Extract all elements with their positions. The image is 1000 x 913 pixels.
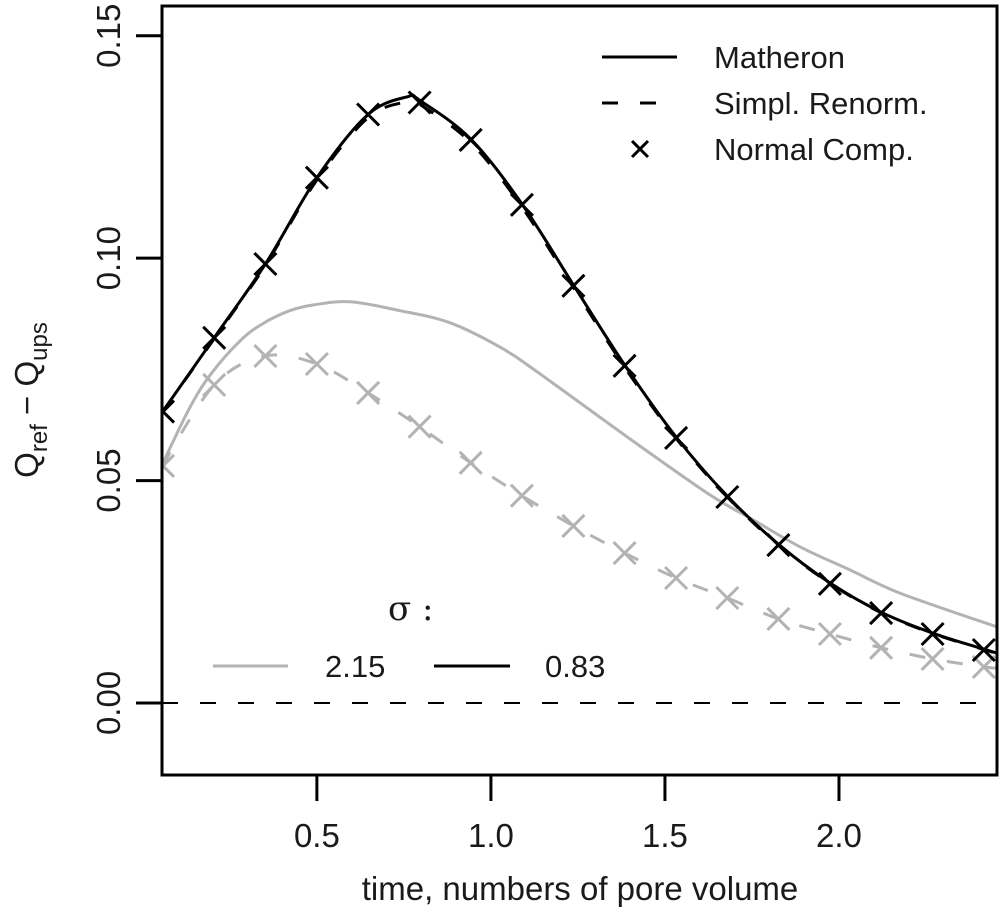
- cross-marker: [869, 635, 894, 660]
- cross-marker: [715, 484, 740, 510]
- cross-stroke: [971, 637, 996, 663]
- legend-label-simpl-renorm: Simpl. Renorm.: [714, 86, 928, 121]
- x-tick-label: 1.5: [642, 817, 688, 854]
- cross-marker: [971, 654, 996, 679]
- y-tick-label: 0.00: [90, 671, 127, 735]
- cross-marker: [202, 372, 227, 397]
- cross-stroke: [817, 571, 842, 596]
- cross-stroke: [509, 192, 534, 217]
- cross-stroke: [509, 483, 534, 508]
- cross-marker: [561, 513, 586, 538]
- legend-label-normal-comp: Normal Comp.: [714, 132, 914, 167]
- cross-stroke: [971, 654, 996, 679]
- cross-stroke: [766, 533, 791, 558]
- series-normal-comp-sigma-0-83-markers: [162, 90, 996, 663]
- cross-stroke: [253, 251, 278, 277]
- plot-frame: [160, 4, 999, 777]
- y-tick-label: 0.15: [90, 4, 127, 68]
- cross-stroke: [561, 273, 586, 298]
- cross-stroke: [869, 635, 894, 660]
- cross-stroke: [715, 585, 740, 611]
- legend-cross-marker-icon: [630, 139, 650, 159]
- y-tick-label: 0.10: [90, 226, 127, 290]
- cross-stroke: [561, 513, 586, 538]
- sigma-legend: σ : 2.15 0.83: [213, 589, 605, 684]
- series-matheron-sigma-2-15-line: [162, 300, 997, 629]
- y-title-q2: Q: [8, 361, 45, 387]
- cross-marker: [253, 343, 278, 369]
- series-clipped-group: [162, 90, 997, 679]
- method-legend: Matheron Simpl. Renorm. Normal Comp.: [602, 40, 928, 167]
- legend-label-matheron: Matheron: [714, 40, 845, 75]
- series-simpl-renorm-sigma-0-83-line: [162, 98, 997, 656]
- x-tick-label: 1.0: [468, 817, 514, 854]
- cross-stroke: [766, 606, 791, 631]
- x-axis: 0.5 1.0 1.5 2.0: [294, 775, 862, 854]
- cross-stroke: [202, 325, 227, 350]
- cross-marker: [612, 541, 637, 566]
- cross-marker: [356, 102, 381, 127]
- series-group: [162, 90, 997, 679]
- x-axis-title: time, numbers of pore volume: [362, 870, 799, 907]
- cross-stroke: [253, 343, 278, 369]
- sigma-legend-label-0-83: 0.83: [545, 649, 605, 684]
- cross-stroke: [202, 372, 227, 397]
- x-tick-label: 2.0: [816, 817, 862, 854]
- cross-marker: [869, 601, 894, 626]
- cross-marker: [612, 353, 637, 378]
- cross-stroke: [612, 353, 637, 378]
- cross-marker: [202, 325, 227, 350]
- cross-stroke: [407, 414, 432, 439]
- y-title-sub-ref: ref: [26, 424, 53, 452]
- cross-stroke: [920, 621, 945, 647]
- cross-stroke: [817, 621, 842, 647]
- cross-stroke: [920, 646, 945, 671]
- cross-stroke: [869, 601, 894, 626]
- x-tick-label: 0.5: [294, 817, 340, 854]
- series-normal-comp-sigma-2-15-markers: [162, 343, 996, 679]
- cross-marker: [407, 414, 432, 439]
- sigma-legend-title: σ :: [388, 589, 433, 629]
- cross-marker: [561, 273, 586, 298]
- cross-marker: [304, 165, 329, 190]
- sigma-legend-label-2-15: 2.15: [325, 649, 385, 684]
- cross-marker: [971, 637, 996, 663]
- cross-marker: [356, 380, 381, 405]
- series-matheron-sigma-0-83-line: [162, 93, 997, 655]
- cross-stroke: [407, 90, 432, 115]
- y-title-minus: −: [8, 387, 45, 425]
- cross-stroke: [304, 351, 329, 377]
- cross-stroke: [458, 127, 483, 152]
- cross-stroke: [356, 102, 381, 127]
- cross-marker: [458, 450, 483, 475]
- cross-marker: [920, 621, 945, 647]
- cross-stroke: [458, 450, 483, 475]
- cross-marker: [920, 646, 945, 671]
- cross-marker: [715, 585, 740, 611]
- y-tick-label: 0.05: [90, 448, 127, 512]
- cross-marker: [509, 483, 534, 508]
- cross-marker: [253, 251, 278, 277]
- cross-stroke: [715, 484, 740, 510]
- cross-marker: [817, 571, 842, 596]
- cross-stroke: [612, 541, 637, 566]
- cross-stroke: [304, 165, 329, 190]
- cross-marker: [664, 425, 689, 450]
- y-axis-title: Qref − Qups: [8, 322, 53, 478]
- cross-marker: [407, 90, 432, 115]
- cross-marker: [304, 351, 329, 377]
- cross-stroke: [664, 565, 689, 591]
- cross-stroke: [664, 425, 689, 450]
- cross-marker: [817, 621, 842, 647]
- y-title-sub-ups: ups: [26, 322, 53, 361]
- cross-marker: [509, 192, 534, 217]
- cross-stroke: [356, 380, 381, 405]
- cross-marker: [664, 565, 689, 591]
- y-axis: 0.00 0.05 0.10 0.15: [90, 4, 162, 735]
- cross-marker: [766, 606, 791, 631]
- cross-marker: [766, 533, 791, 558]
- y-title-q1: Q: [8, 452, 45, 478]
- cross-marker: [458, 127, 483, 152]
